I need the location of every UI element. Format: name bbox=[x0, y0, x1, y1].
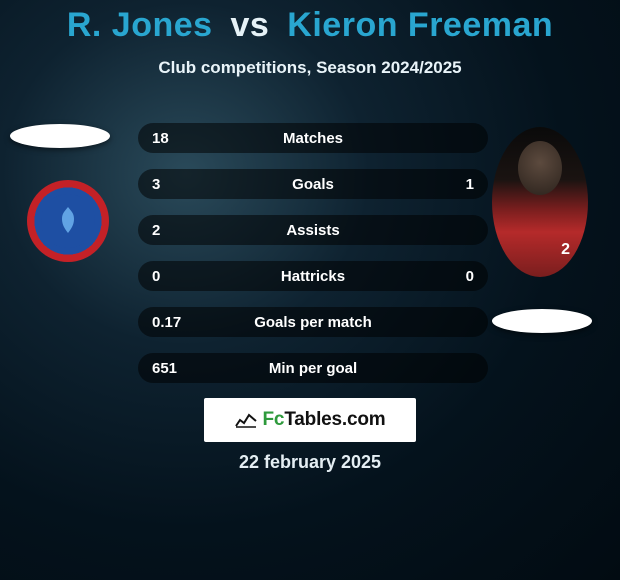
player2-jersey-number: 2 bbox=[561, 241, 570, 259]
stat-label: Hattricks bbox=[138, 261, 488, 291]
fctables-text: FcTables.com bbox=[263, 409, 386, 431]
phoenix-icon bbox=[50, 203, 86, 239]
stat-row-goals-per-match: 0.17 Goals per match bbox=[138, 307, 488, 337]
player2-head bbox=[518, 141, 562, 195]
stat-row-hattricks: 0 Hattricks 0 bbox=[138, 261, 488, 291]
badge-inner bbox=[41, 194, 95, 248]
stat-right-value: 1 bbox=[466, 169, 474, 199]
stat-row-matches: 18 Matches bbox=[138, 123, 488, 153]
stat-label: Matches bbox=[138, 123, 488, 153]
player1-name: R. Jones bbox=[67, 6, 213, 44]
date-label: 22 february 2025 bbox=[0, 452, 620, 473]
player2-name: Kieron Freeman bbox=[287, 6, 553, 44]
comparison-card: R. Jones vs Kieron Freeman Club competit… bbox=[0, 0, 620, 580]
fctables-link[interactable]: FcTables.com bbox=[204, 398, 416, 442]
vs-label: vs bbox=[231, 6, 270, 44]
player2-photo: 2 bbox=[492, 127, 588, 277]
player2-flag bbox=[492, 309, 592, 333]
player2-photo-shape: 2 bbox=[492, 127, 588, 277]
stat-row-min-per-goal: 651 Min per goal bbox=[138, 353, 488, 383]
stat-label: Assists bbox=[138, 215, 488, 245]
subtitle: Club competitions, Season 2024/2025 bbox=[0, 58, 620, 78]
player1-flag bbox=[10, 124, 110, 148]
stat-row-assists: 2 Assists bbox=[138, 215, 488, 245]
fctables-logo-icon bbox=[235, 412, 257, 428]
stat-label: Goals per match bbox=[138, 307, 488, 337]
stat-label: Goals bbox=[138, 169, 488, 199]
page-title: R. Jones vs Kieron Freeman bbox=[0, 6, 620, 45]
stat-label: Min per goal bbox=[138, 353, 488, 383]
player1-club-badge bbox=[27, 180, 109, 262]
stat-right-value: 0 bbox=[466, 261, 474, 291]
stat-row-goals: 3 Goals 1 bbox=[138, 169, 488, 199]
fctables-prefix: Fc bbox=[263, 409, 285, 430]
badge-outer-ring bbox=[27, 180, 109, 262]
fctables-suffix: Tables.com bbox=[284, 409, 385, 430]
